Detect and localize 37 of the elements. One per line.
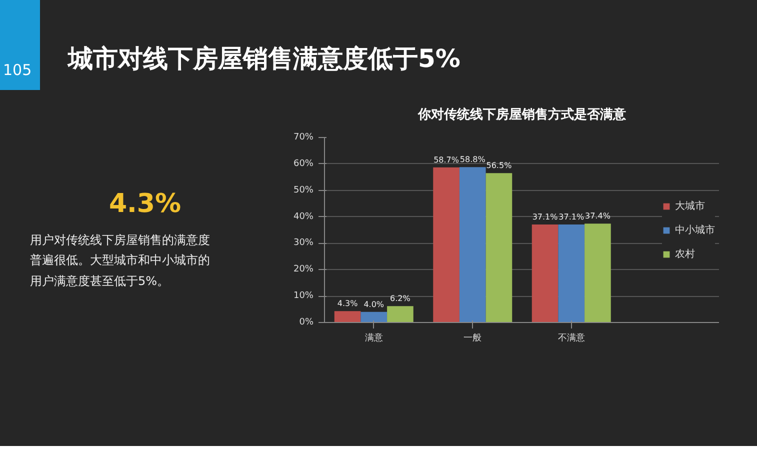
text: 105 — [3, 60, 32, 81]
x-tick-label: 不满意 — [558, 332, 585, 344]
data-label: 37.1% — [532, 212, 558, 222]
text: 4.3% — [108, 188, 182, 221]
bar — [486, 173, 512, 322]
data-label: 6.2% — [390, 294, 411, 304]
y-tick-label: 60% — [293, 158, 314, 169]
data-label: 4.0% — [364, 300, 384, 309]
bar — [360, 312, 388, 322]
data-label: 4.3% — [337, 299, 358, 308]
data-label: 37.4% — [585, 212, 611, 221]
x-tick-label: 满意 — [364, 332, 383, 344]
chart-subtitle: 你对传统线下房屋销售方式是否满意 — [417, 106, 627, 122]
bar — [459, 167, 486, 322]
bar — [532, 224, 558, 322]
legend-label: 农村 — [675, 248, 696, 260]
data-label: 37.1% — [558, 212, 584, 222]
y-tick-label: 0% — [299, 318, 314, 328]
y-tick-label: 40% — [293, 212, 314, 222]
data-label: 58.8% — [460, 155, 486, 164]
y-tick-label: 50% — [293, 185, 314, 196]
legend-label: 中小城市 — [675, 224, 715, 236]
bar — [387, 306, 414, 322]
y-tick-label: 30% — [293, 238, 314, 248]
data-label: 56.5% — [486, 161, 512, 170]
y-tick-label: 70% — [293, 132, 314, 142]
chart-title: 城市对线下房屋销售满意度低于5% — [68, 43, 460, 75]
bar — [584, 224, 611, 322]
bar — [433, 167, 460, 322]
x-tick-label: 一般 — [464, 332, 482, 344]
bar — [558, 224, 585, 322]
y-tick-label: 20% — [293, 264, 314, 275]
text: 用户对传统线下房屋销售的满意度普遍很低。大型城市和中小城市的用户满意度甚至低于5%。 — [30, 232, 210, 290]
legend-label: 大城市 — [675, 200, 706, 212]
data-label: 58.7% — [434, 155, 460, 164]
bar — [334, 311, 361, 322]
y-tick-label: 10% — [293, 291, 314, 302]
